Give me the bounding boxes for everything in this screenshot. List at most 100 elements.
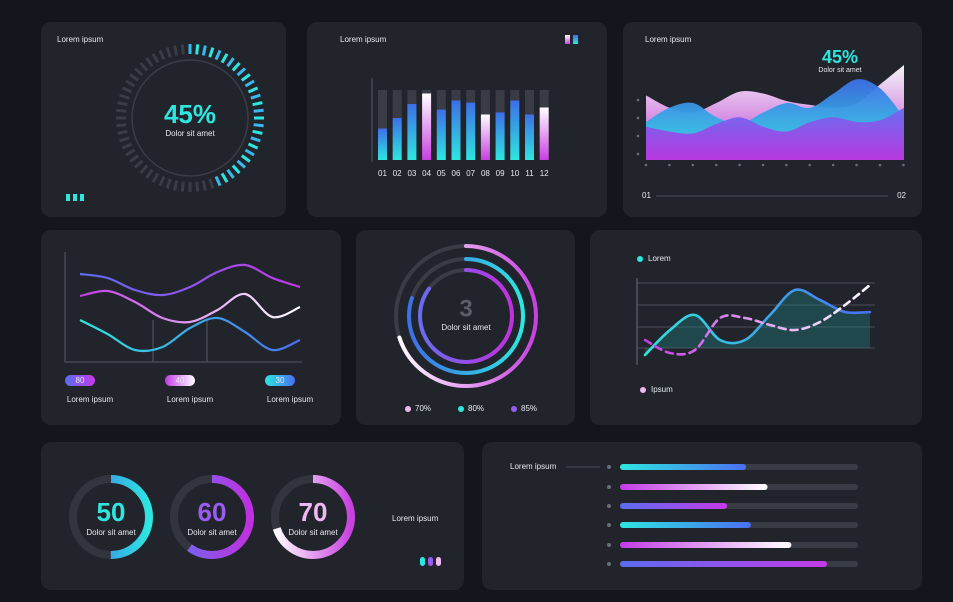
- label: 80%: [468, 404, 484, 413]
- gauge-tick: [236, 159, 246, 169]
- legend-dot: [405, 406, 411, 412]
- bar: [495, 112, 505, 160]
- gauge-tick: [247, 142, 259, 150]
- badge: [265, 375, 295, 386]
- gauge-tick: [180, 44, 185, 55]
- label: Lorem ipsum: [510, 462, 557, 471]
- label: 09: [496, 169, 505, 178]
- progress-bar: [620, 522, 751, 528]
- label: 85%: [521, 404, 537, 413]
- badge: [165, 375, 195, 386]
- label: Lorem ipsum: [645, 35, 692, 44]
- gauge-tick: [201, 180, 207, 191]
- label: 05: [437, 169, 446, 178]
- gauge-tick: [250, 136, 261, 143]
- bar: [392, 118, 402, 160]
- label: Dolor sit amet: [441, 323, 491, 332]
- label: 02: [393, 169, 402, 178]
- label: 70%: [415, 404, 431, 413]
- line: [643, 283, 872, 356]
- gauge-tick: [252, 101, 263, 107]
- dot: [607, 465, 611, 469]
- bar: [539, 107, 549, 160]
- label: Lorem ipsum: [267, 395, 314, 404]
- dot: [691, 163, 695, 167]
- gauge-tick: [214, 49, 222, 61]
- label: 80: [76, 376, 85, 385]
- gauge-tick: [125, 79, 136, 88]
- donut: [170, 475, 254, 559]
- panel: [356, 230, 575, 425]
- gauge-tick: [180, 181, 185, 192]
- ring: [394, 244, 538, 388]
- label: Lorem: [648, 254, 671, 263]
- legend-dot: [511, 406, 517, 412]
- gauge-tick: [201, 45, 207, 56]
- gauge-tick: [158, 175, 166, 187]
- line: [643, 288, 872, 357]
- gauge-tick: [236, 67, 246, 77]
- gauge-tick: [165, 47, 172, 58]
- icon: [428, 557, 433, 566]
- gauge-tick: [253, 108, 264, 113]
- badge: [65, 375, 95, 386]
- gauge-tick: [119, 136, 130, 143]
- label: Dolor sit amet: [288, 528, 338, 537]
- axis: [64, 252, 302, 363]
- dot: [607, 562, 611, 566]
- label: Dolor sit amet: [86, 528, 136, 537]
- label: 45%: [822, 47, 858, 67]
- label: 11: [525, 169, 534, 178]
- label: 02: [897, 191, 906, 200]
- bar: [422, 93, 432, 160]
- gauge-tick: [151, 53, 160, 64]
- label: Ipsum: [651, 385, 673, 394]
- label: Lorem ipsum: [340, 35, 387, 44]
- label: 04: [422, 169, 431, 178]
- gauge-tick: [129, 73, 140, 82]
- gauge-tick: [240, 154, 251, 163]
- icon: [436, 557, 441, 566]
- legend-dot: [458, 406, 464, 412]
- bar: [451, 100, 461, 160]
- label: 06: [452, 169, 461, 178]
- dot: [607, 523, 611, 527]
- gauge-inner: [131, 59, 249, 177]
- gauge-tick: [129, 154, 140, 163]
- dot: [668, 163, 671, 167]
- gauge-tick: [173, 180, 179, 191]
- label: Lorem ipsum: [167, 395, 214, 404]
- gauge-tick: [226, 168, 235, 179]
- gauge-tick: [250, 93, 261, 100]
- label: 10: [510, 169, 519, 178]
- dot: [714, 163, 718, 167]
- icon: [80, 194, 84, 201]
- icon: [573, 35, 578, 44]
- bar: [407, 104, 417, 160]
- dot: [607, 543, 611, 547]
- line: [79, 316, 301, 353]
- icon: [565, 35, 570, 44]
- gauge-tick: [158, 49, 166, 61]
- bar: [378, 128, 387, 160]
- bar: [510, 100, 520, 160]
- gauge-tick: [125, 148, 136, 157]
- label: 07: [466, 169, 475, 178]
- gauge-tick: [119, 93, 130, 100]
- label: 08: [481, 169, 490, 178]
- icon: [66, 194, 70, 201]
- label: 12: [540, 169, 549, 178]
- label: 30: [276, 376, 285, 385]
- gauge-tick: [139, 62, 149, 72]
- gauge-tick: [244, 79, 255, 88]
- dot: [636, 98, 640, 102]
- label: Dolor sit amet: [818, 67, 861, 74]
- dot: [636, 116, 640, 120]
- label: 01: [642, 191, 651, 200]
- gauge-tick: [253, 123, 264, 128]
- bar: [466, 102, 476, 160]
- gauge-tick: [220, 53, 229, 64]
- label: Lorem ipsum: [67, 395, 114, 404]
